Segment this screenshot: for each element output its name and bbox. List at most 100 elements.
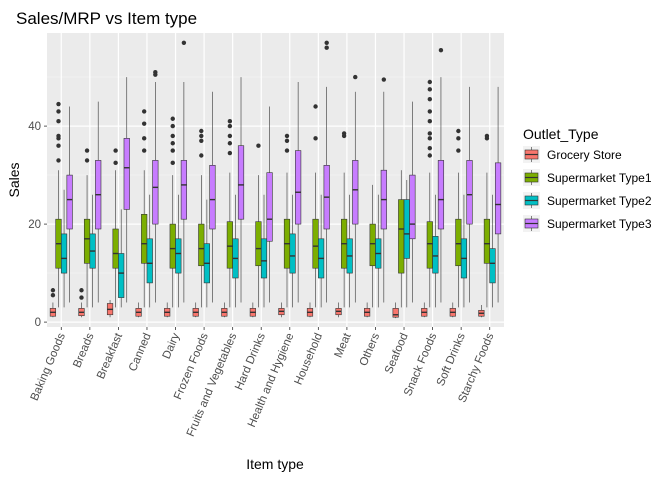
box-body [455,218,462,267]
outlier-point [341,133,347,139]
box-supermarket-type3 [494,86,502,303]
box-supermarket-type2 [260,194,268,308]
outlier-point [141,109,147,114]
legend-items: Grocery Store Supermarket Type1 Supermarke… [523,146,652,232]
x-tick-label: Soft Drinks [435,331,468,388]
box-body [226,221,233,269]
legend-item: Grocery Store [523,146,622,163]
box-body [141,214,148,264]
box-grocery-store [78,288,85,318]
box-supermarket-type3 [209,91,216,303]
box-supermarket-type1 [55,101,62,308]
box-supermarket-type1 [198,128,205,308]
box-body [483,218,491,264]
box-supermarket-type3 [466,86,473,303]
legend-item: Supermarket Type1 [523,169,652,186]
x-tick-label: Breakfast [95,331,125,381]
outlier-point [170,148,175,153]
outlier-point [141,121,147,126]
outlier-point [141,148,147,153]
box-supermarket-type3 [152,70,159,303]
box-supermarket-type1 [112,148,119,308]
outlier-point [381,77,387,82]
box-supermarket-type3 [323,40,330,303]
box-supermarket-type3 [66,106,73,303]
x-tick-label: Others [358,331,383,368]
outlier-point [79,288,84,293]
outlier-point [113,160,118,166]
box-body [426,221,433,269]
box-supermarket-type2 [175,194,182,308]
outlier-point [324,45,329,50]
grid [47,33,504,327]
box-body [289,233,296,274]
box-supermarket-type2 [146,194,153,308]
x-tick-label: Breads [71,331,96,369]
box-supermarket-type2 [375,194,382,308]
box-body [432,236,439,274]
box-grocery-store [392,302,399,319]
outlier-point [79,295,84,300]
outlier-point [427,79,433,85]
box-body [466,160,473,225]
box-body [180,160,187,220]
box-grocery-store [221,302,228,318]
outlier-point [456,128,461,134]
outlier-point [170,160,175,166]
outlier-point [427,131,433,136]
outlier-point [427,153,433,158]
box-body [437,160,445,230]
box-grocery-store [164,302,171,318]
box-supermarket-type2 [346,194,353,308]
outlier-point [84,158,90,163]
box-supermarket-type1 [426,79,433,308]
legend-label: Supermarket Type2 [547,194,652,208]
outlier-point [313,136,318,141]
outlier-point [50,292,56,298]
y-tick-label: 20 [28,219,41,231]
outlier-point [56,119,61,124]
box-body [209,165,216,230]
box-body [403,199,410,259]
outlier-point [427,119,433,124]
box-grocery-store [249,302,256,318]
box-supermarket-type1 [83,148,91,308]
box-supermarket-type2 [289,194,296,308]
box-supermarket-type3 [352,74,359,303]
box-body [312,218,319,269]
box-body [237,145,245,220]
box-body [369,223,376,267]
outlier-point [227,133,233,139]
outlier-point [170,123,175,129]
outlier-point [227,150,233,156]
box-supermarket-type3 [266,106,273,303]
x-tick-label: Dairy [161,331,183,361]
outlier-point [456,136,461,141]
x-tick-label: Seafood [383,331,411,375]
box-supermarket-type3 [409,101,416,303]
outlier-point [153,70,158,75]
legend: Outlet_Type Grocery Store Supermarket Typ… [523,126,652,232]
box-body [198,223,205,267]
box-body [352,160,359,225]
box-grocery-store [335,302,342,318]
outlier-point [438,47,444,53]
x-axis-title: Item type [246,456,304,472]
legend-label: Supermarket Type1 [547,171,652,185]
box-supermarket-type3 [95,101,102,303]
box-body [266,172,273,242]
box-supermarket-type1 [312,104,319,308]
box-supermarket-type2 [203,199,210,308]
box-grocery-store [192,302,199,318]
box-body [260,238,268,279]
outlier-point [141,136,147,141]
outlier-point [427,87,433,92]
box-supermarket-type2 [460,194,468,308]
outlier-point [56,158,61,163]
outlier-point [199,133,204,139]
box-body [169,223,176,269]
y-tick-label: 0 [35,317,41,329]
outlier-point [181,40,187,45]
box-supermarket-type2 [432,194,439,308]
